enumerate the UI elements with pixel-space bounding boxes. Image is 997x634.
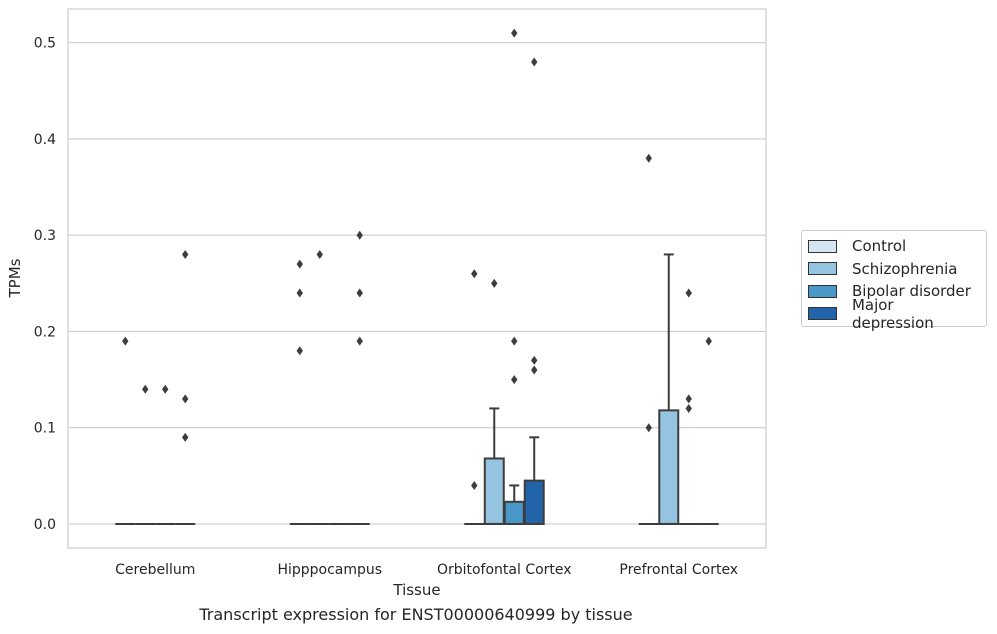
outlier-point	[296, 346, 303, 356]
legend-swatch	[808, 262, 837, 276]
box-1-2	[483, 278, 505, 525]
legend-swatch	[808, 239, 837, 253]
box-body	[483, 457, 505, 525]
x-tick-label: Orbitofontal Cortex	[437, 562, 572, 578]
x-tick-label: Cerebellum	[115, 562, 195, 578]
box-1-3	[658, 253, 680, 525]
box-0-1	[289, 259, 310, 525]
box-3-1	[349, 230, 370, 525]
outlier-point	[296, 288, 303, 298]
outlier-point	[316, 249, 323, 259]
x-tick-label: Prefrontal Cortex	[619, 562, 738, 578]
outlier-point	[142, 384, 149, 394]
outlier-point	[471, 269, 478, 279]
box-2-0	[155, 384, 176, 525]
legend-label: Schizophrenia	[852, 259, 958, 278]
outlier-point	[705, 336, 712, 346]
figure-caption: Transcript expression for ENST0000064099…	[199, 605, 633, 624]
legend-label: Control	[852, 237, 907, 256]
box-3-2	[523, 57, 545, 525]
box-3-0	[175, 249, 196, 525]
outlier-point	[162, 384, 169, 394]
box-2-3	[678, 288, 699, 525]
y-tick-labels: 0.0 0.1 0.2 0.3 0.4 0.5	[34, 36, 56, 533]
box-body	[658, 409, 680, 525]
legend-label: Major depression	[851, 295, 934, 332]
outlier-point	[296, 259, 303, 269]
y-tick-label: 0.0	[34, 517, 56, 533]
legend-swatch	[808, 284, 837, 298]
outlier-point	[645, 423, 652, 433]
x-tick-labels: Cerebellum Hipppocampus Orbitofontal Corte…	[115, 562, 738, 578]
y-axis-label: TPMs	[6, 258, 24, 298]
y-tick-label: 0.3	[34, 228, 56, 244]
box-0-3	[638, 153, 659, 525]
box-1-0	[135, 384, 156, 525]
outlier-point	[685, 394, 692, 404]
outlier-point	[511, 28, 518, 38]
plot-area	[67, 8, 767, 549]
outlier-point	[182, 394, 189, 404]
outlier-point	[122, 336, 129, 346]
legend: Control Schizophrenia Bipolar disorder Majo…	[801, 230, 987, 332]
outlier-point	[356, 336, 363, 346]
box-2-2	[503, 28, 525, 525]
legend-label: Bipolar disorder	[852, 282, 971, 301]
legend-item: Bipolar disorder	[808, 280, 980, 303]
outlier-point	[491, 278, 498, 288]
legend-item: Control	[808, 235, 980, 258]
y-tick-label: 0.2	[34, 324, 56, 340]
outlier-point	[182, 432, 189, 442]
outlier-point	[531, 365, 538, 375]
y-tick-label: 0.4	[34, 132, 56, 148]
outlier-point	[511, 375, 518, 385]
y-tick-label: 0.5	[34, 36, 56, 52]
outlier-point	[511, 336, 518, 346]
x-tick-label: Hipppocampus	[277, 562, 382, 578]
legend-swatch	[808, 307, 837, 321]
legend-item: Schizophrenia	[808, 258, 980, 281]
box-0-0	[115, 336, 136, 525]
outlier-point	[531, 57, 538, 67]
outlier-point	[356, 288, 363, 298]
outlier-point	[182, 249, 189, 259]
outlier-point	[471, 480, 478, 490]
outlier-point	[685, 403, 692, 413]
box-1-1	[309, 249, 330, 525]
box-plots	[115, 28, 719, 525]
x-axis-label: Tissue	[392, 581, 440, 599]
box-0-2	[464, 269, 485, 525]
outlier-point	[645, 153, 652, 163]
y-tick-label: 0.1	[34, 421, 56, 437]
legend-item: Major depression	[808, 296, 980, 332]
box-body	[523, 479, 545, 525]
box-3-3	[698, 336, 719, 525]
outlier-point	[685, 288, 692, 298]
outlier-point	[356, 230, 363, 240]
outlier-point	[531, 355, 538, 365]
box-body	[503, 500, 525, 525]
